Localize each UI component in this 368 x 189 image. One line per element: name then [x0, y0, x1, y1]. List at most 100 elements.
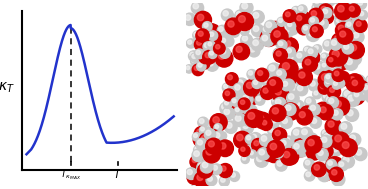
Circle shape — [202, 156, 207, 161]
Circle shape — [267, 77, 283, 92]
Circle shape — [197, 14, 204, 21]
Circle shape — [198, 163, 212, 178]
Circle shape — [224, 85, 236, 98]
Circle shape — [274, 31, 280, 37]
Circle shape — [196, 55, 210, 70]
Circle shape — [314, 46, 318, 50]
Circle shape — [305, 97, 315, 108]
Circle shape — [187, 39, 195, 48]
Circle shape — [276, 51, 281, 56]
Circle shape — [236, 78, 248, 90]
Circle shape — [283, 151, 290, 158]
Circle shape — [328, 157, 332, 161]
Circle shape — [330, 39, 342, 50]
Circle shape — [239, 145, 250, 156]
Circle shape — [283, 25, 294, 37]
Circle shape — [263, 32, 270, 39]
Circle shape — [297, 16, 302, 21]
Circle shape — [226, 123, 232, 128]
Circle shape — [273, 128, 287, 142]
Circle shape — [332, 146, 342, 156]
Circle shape — [208, 176, 212, 181]
Circle shape — [343, 157, 349, 163]
Circle shape — [352, 75, 365, 88]
Circle shape — [247, 81, 251, 86]
Circle shape — [201, 53, 206, 58]
Circle shape — [240, 1, 253, 14]
Circle shape — [313, 90, 322, 99]
Circle shape — [276, 68, 283, 74]
Circle shape — [224, 84, 228, 88]
Circle shape — [226, 87, 231, 92]
Circle shape — [209, 32, 214, 36]
Circle shape — [336, 55, 342, 62]
Circle shape — [187, 169, 199, 181]
Circle shape — [350, 135, 355, 141]
Circle shape — [297, 85, 303, 91]
Circle shape — [302, 108, 308, 114]
Circle shape — [233, 83, 242, 92]
Circle shape — [248, 45, 260, 57]
Circle shape — [270, 77, 282, 88]
Circle shape — [325, 95, 336, 106]
Circle shape — [280, 94, 285, 98]
Circle shape — [262, 75, 276, 88]
Circle shape — [318, 150, 323, 156]
Circle shape — [284, 136, 294, 146]
Circle shape — [199, 126, 208, 135]
Circle shape — [329, 107, 340, 119]
Circle shape — [292, 75, 304, 87]
Circle shape — [313, 45, 322, 53]
Circle shape — [365, 90, 368, 104]
Circle shape — [277, 78, 282, 83]
Circle shape — [194, 126, 209, 141]
Circle shape — [225, 18, 241, 35]
Circle shape — [283, 79, 295, 91]
Circle shape — [275, 36, 286, 48]
Circle shape — [304, 159, 314, 169]
Circle shape — [322, 147, 327, 152]
Circle shape — [273, 48, 285, 60]
Circle shape — [348, 0, 354, 3]
Circle shape — [252, 79, 262, 88]
Circle shape — [365, 75, 368, 88]
Circle shape — [223, 100, 232, 108]
Circle shape — [341, 123, 347, 129]
Circle shape — [337, 28, 353, 44]
Circle shape — [206, 129, 211, 134]
Circle shape — [194, 32, 198, 36]
Circle shape — [231, 98, 240, 106]
Circle shape — [310, 25, 323, 38]
Circle shape — [236, 46, 242, 53]
Circle shape — [277, 17, 286, 26]
Circle shape — [319, 170, 325, 176]
Circle shape — [194, 134, 197, 138]
Circle shape — [185, 15, 191, 20]
Circle shape — [289, 94, 294, 99]
Circle shape — [244, 116, 254, 126]
Circle shape — [255, 95, 265, 105]
Circle shape — [332, 80, 341, 89]
Circle shape — [286, 105, 291, 111]
Circle shape — [296, 52, 306, 63]
Circle shape — [261, 86, 275, 99]
Circle shape — [305, 137, 322, 153]
Circle shape — [313, 0, 323, 8]
Circle shape — [315, 12, 319, 17]
Circle shape — [340, 31, 346, 37]
Circle shape — [271, 118, 280, 126]
Circle shape — [215, 125, 219, 128]
Circle shape — [230, 28, 239, 37]
Circle shape — [329, 167, 343, 181]
Circle shape — [185, 168, 197, 180]
Circle shape — [342, 155, 354, 168]
Circle shape — [269, 105, 286, 121]
Circle shape — [296, 145, 308, 157]
Circle shape — [220, 143, 226, 149]
Circle shape — [247, 82, 252, 88]
Circle shape — [346, 93, 360, 107]
Circle shape — [326, 0, 331, 2]
Circle shape — [322, 93, 331, 102]
Circle shape — [300, 106, 315, 121]
Circle shape — [198, 138, 209, 149]
